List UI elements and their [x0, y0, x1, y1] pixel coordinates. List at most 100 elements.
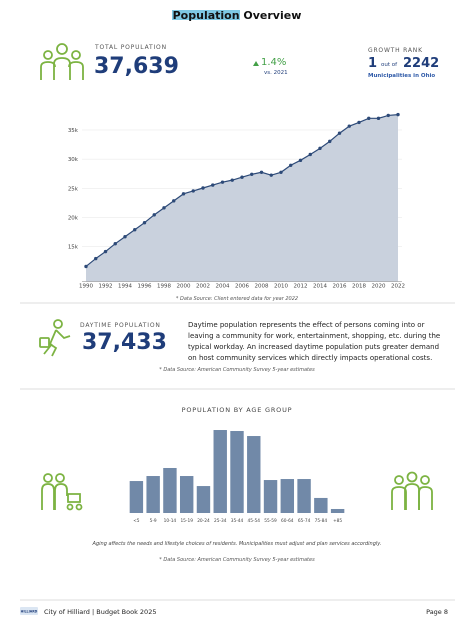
y-tick-label: 30k	[68, 157, 79, 163]
point	[289, 163, 293, 167]
commuter-icon	[39, 319, 71, 357]
point	[84, 264, 88, 269]
bar	[146, 476, 160, 513]
chart-source: * Data Source: American Community Survey…	[159, 557, 315, 563]
bar	[196, 486, 211, 513]
point	[162, 206, 166, 210]
point	[94, 256, 98, 261]
x-tick-label: 15-19	[180, 518, 193, 524]
x-tick-label: 2018	[352, 284, 366, 290]
point	[298, 158, 303, 163]
bar	[213, 430, 227, 513]
rank-note: Municipalities in Ohio	[368, 73, 436, 79]
x-tick-label: 25-34	[214, 518, 227, 524]
growth-note: vs. 2021	[264, 70, 288, 76]
x-tick-label: +85	[333, 518, 342, 524]
bar	[163, 467, 177, 513]
up-arrow	[253, 61, 259, 66]
point	[133, 228, 137, 232]
daytime-source: * Data Source: American Community Survey…	[159, 367, 315, 373]
y-tick-label: 25k	[68, 186, 79, 192]
logo-box	[20, 607, 38, 615]
point	[376, 116, 381, 121]
bar	[280, 479, 295, 513]
point	[347, 124, 351, 128]
rank-total: 2242	[403, 56, 440, 71]
x-tick-label: 10-14	[164, 518, 177, 524]
bar	[129, 481, 144, 513]
bar	[330, 508, 345, 513]
x-tick-label: 2010	[274, 284, 288, 290]
x-tick-label: 2000	[177, 284, 191, 290]
x-tick-label: <5	[133, 518, 140, 524]
point	[230, 178, 234, 182]
point	[113, 241, 117, 246]
bar	[297, 479, 311, 513]
x-tick-label: 2004	[216, 284, 230, 290]
bar	[247, 436, 261, 513]
footer-text: City of Hilliard | Budget Book 2025	[44, 608, 156, 616]
point	[152, 213, 156, 217]
x-tick-label: 60-64	[281, 518, 294, 524]
x-tick-label: 2012	[294, 284, 308, 290]
total-label: TOTAL POPULATION	[95, 44, 167, 51]
chart-caption: Aging affects the needs and lifestyle ch…	[92, 541, 382, 547]
title-highlight	[172, 10, 240, 20]
point	[211, 183, 215, 187]
y-tick-label: 35k	[68, 128, 79, 134]
bar	[263, 480, 278, 513]
x-tick-label: 35-44	[231, 518, 244, 524]
point	[201, 186, 205, 190]
point	[357, 120, 361, 125]
rank-label: GROWTH RANK	[368, 47, 423, 54]
stroller-icon	[41, 473, 83, 511]
x-tick-label: 20-24	[197, 518, 210, 524]
rank-out-of: out of	[381, 62, 398, 68]
x-tick-label: 2006	[235, 284, 249, 290]
point	[250, 172, 254, 177]
logo: HILLIARD	[21, 610, 38, 614]
x-tick-label: 1992	[99, 284, 113, 290]
point	[337, 131, 342, 135]
x-tick-label: 5-9	[150, 518, 157, 524]
chart-source: * Data Source: Client entered data for y…	[176, 296, 298, 302]
x-tick-label: 1996	[138, 284, 152, 290]
bar	[179, 476, 194, 513]
daytime-label: DAYTIME POPULATION	[80, 322, 161, 329]
bar	[314, 497, 328, 513]
bar	[230, 431, 244, 513]
family-icon	[40, 43, 84, 80]
x-tick-label: 2014	[313, 284, 327, 290]
point	[386, 113, 390, 118]
page-number: Page 8	[426, 608, 448, 616]
point	[269, 173, 273, 177]
x-tick-label: 2016	[333, 284, 347, 290]
point	[367, 116, 371, 121]
point	[181, 192, 186, 196]
x-tick-label: 65-74	[298, 518, 311, 524]
x-tick-label: 2020	[372, 284, 386, 290]
point	[123, 235, 127, 239]
point	[240, 175, 244, 179]
page-title: Population Overview	[173, 9, 302, 22]
point	[103, 249, 108, 254]
area	[86, 114, 398, 282]
x-tick-label: 55-59	[264, 518, 277, 524]
point	[259, 170, 264, 174]
family-icon	[391, 471, 433, 510]
daytime-description: Daytime population represents the effect…	[188, 321, 441, 362]
x-tick-label: 45-54	[248, 518, 261, 524]
y-tick-label: 20k	[68, 215, 79, 221]
y-tick-label: 15k	[68, 245, 79, 251]
total-value: 37,639	[94, 54, 179, 79]
rank-value: 1	[368, 56, 378, 71]
point	[396, 112, 400, 117]
x-tick-label: 2002	[196, 284, 210, 290]
point	[318, 146, 322, 151]
point	[279, 170, 283, 174]
point	[191, 189, 195, 193]
x-tick-label: 75-84	[315, 518, 328, 524]
x-tick-label: 1990	[79, 284, 93, 290]
